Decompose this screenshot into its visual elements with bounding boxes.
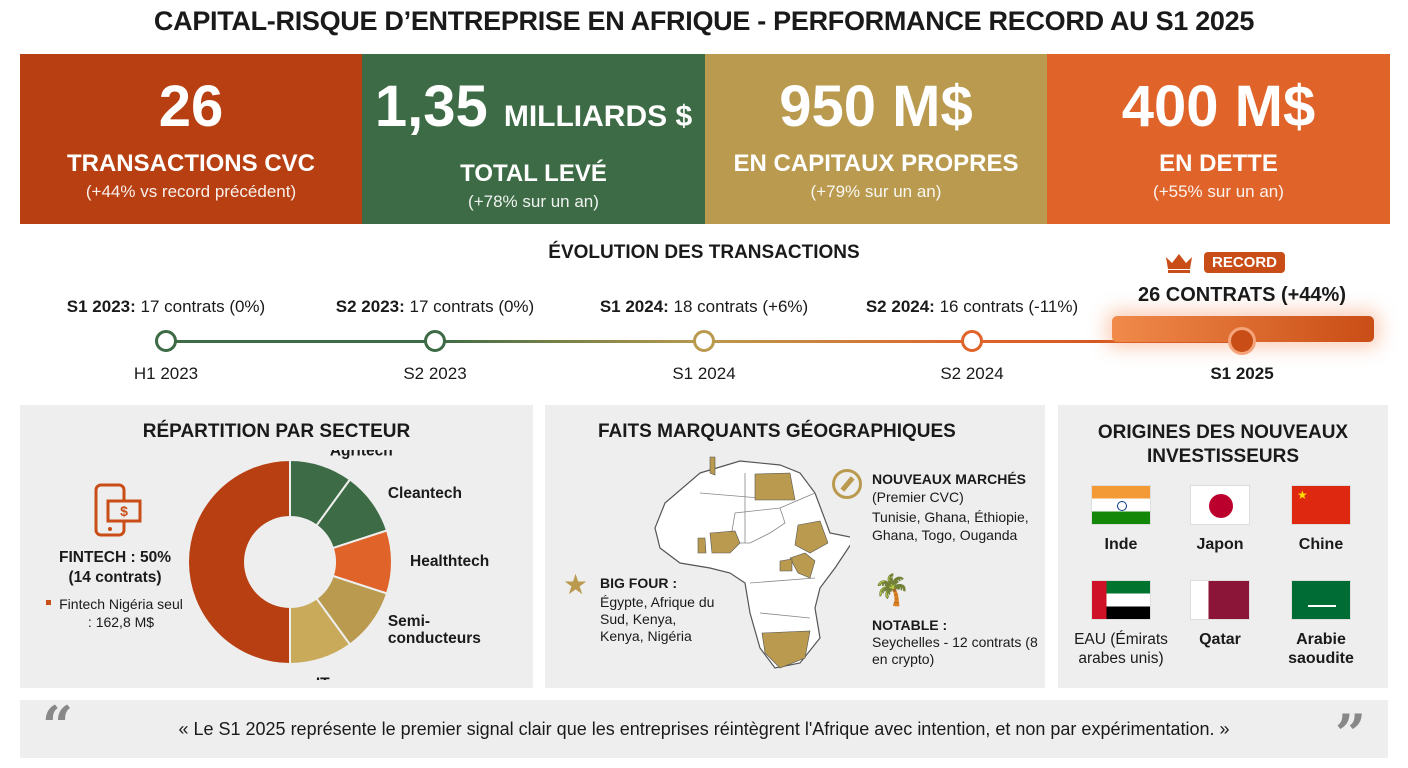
map-uganda	[779, 558, 793, 572]
kpi-total: 1,35 MILLIARDS $ TOTAL LEVÉ (+78% sur un…	[362, 54, 705, 224]
kpi-value: 26	[158, 74, 224, 139]
page-title: CAPITAL-RISQUE D’ENTREPRISE EN AFRIQUE -…	[153, 6, 1255, 36]
donut-slice-it	[289, 597, 352, 666]
mobile-money-icon: $	[94, 483, 144, 544]
donut-label: Semi-conducteurs	[388, 613, 481, 647]
country-name: EAU (Émirats arabes unis)	[1074, 631, 1168, 667]
crown-icon	[1163, 251, 1195, 275]
kpi-value: 1,35 MILLIARDS $	[362, 76, 705, 148]
investors-title: ORIGINES DES NOUVEAUX INVESTISSEURS	[1097, 422, 1349, 467]
country-name: Arabie saoudite	[1288, 631, 1354, 667]
country-name: Japon	[1196, 536, 1244, 553]
timeline-period: S1 2024	[672, 364, 736, 383]
map-egypt	[754, 472, 796, 501]
donut-label: Healthtech	[410, 553, 489, 570]
kpi-label: TRANSACTIONS CVC	[66, 150, 315, 177]
kpi-sub: (+55% sur un an)	[1153, 182, 1284, 201]
record-badge: RECORD	[1204, 252, 1286, 273]
sector-panel: RÉPARTITION PAR SECTEUR $ FINTECH : 50%(…	[20, 405, 533, 688]
map-tunisia	[709, 456, 716, 476]
timeline-dot	[961, 330, 983, 352]
timeline-period: S1 2025	[1210, 364, 1274, 383]
notable: NOTABLE : Seychelles - 12 contrats (8 en …	[872, 617, 1038, 667]
kpi-sub: (+79% sur un an)	[810, 182, 942, 201]
map-south-africa	[761, 630, 811, 669]
timeline-dot-record	[1228, 327, 1256, 355]
geo-panel: FAITS MARQUANTS GÉOGRAPHIQUES NOUVEAUX M…	[545, 405, 1045, 688]
timeline-label: S1 2023: 17 contrats (0%)	[66, 297, 266, 316]
big-four: BIG FOUR : Égypte, Afrique du Sud, Kenya,…	[600, 575, 715, 644]
flag-uae-icon	[1091, 580, 1151, 620]
country-name: Inde	[1104, 536, 1138, 553]
investors-panel: ORIGINES DES NOUVEAUX INVESTISSEURS ★ In…	[1058, 405, 1388, 688]
kpi-value: 400 M$	[1121, 74, 1316, 139]
palm-tree-icon: 🌴	[873, 574, 911, 607]
flag-japan-icon	[1190, 485, 1250, 525]
donut-label: Cleantech	[388, 485, 462, 502]
kpi-label: EN CAPITAUX PROPRES	[733, 150, 1019, 177]
quote-banner: “ « Le S1 2025 représente le premier sig…	[20, 694, 1388, 766]
kpi-transactions: 26 TRANSACTIONS CVC (+44% vs record préc…	[20, 54, 362, 224]
kpi-value: 950 M$	[779, 74, 973, 139]
kpi-label: EN DETTE	[1159, 150, 1278, 177]
timeline-period: S2 2024	[940, 364, 1004, 383]
fintech-note: Fintech Nigéria seul : 162,8 M$	[44, 595, 184, 631]
timeline-period: S2 2023	[403, 364, 467, 383]
close-quote-icon: ”	[1334, 702, 1366, 766]
kpi-label: TOTAL LEVÉ	[460, 160, 607, 187]
africa-map	[654, 456, 850, 669]
new-markets: NOUVEAUX MARCHÉS (Premier CVC) Tunisie, Gh…	[872, 471, 1029, 543]
africa-outline	[654, 460, 850, 669]
timeline-label: S2 2023: 17 contrats (0%)	[335, 297, 535, 316]
timeline-label: S1 2024: 18 contrats (+6%)	[599, 297, 809, 316]
map-ethiopia	[794, 520, 829, 554]
star-icon: ★	[563, 569, 589, 600]
flag-india-icon	[1091, 485, 1151, 525]
kpi-sub: (+78% sur un an)	[468, 192, 599, 211]
timeline-dot	[693, 330, 715, 352]
donut-slice-fintech	[187, 458, 291, 666]
timeline-dot	[155, 330, 177, 352]
fintech-summary: FINTECH : 50% (14 contrats)	[59, 549, 171, 586]
kpi-number: 1,35	[374, 74, 504, 139]
timeline-label-record: 26 CONTRATS (+44%)	[1137, 284, 1346, 306]
timeline-title: ÉVOLUTION DES TRANSACTIONS	[548, 242, 860, 263]
timeline-period: H1 2023	[133, 364, 199, 383]
flag-china-icon: ★	[1291, 485, 1351, 525]
country-name: Qatar	[1199, 631, 1241, 648]
sector-title: RÉPARTITION PAR SECTEUR	[142, 421, 411, 442]
map-ghana	[697, 537, 707, 554]
timeline-dot	[424, 330, 446, 352]
kpi-unit: MILLIARDS $	[503, 100, 693, 133]
quote-text: « Le S1 2025 représente le premier signa…	[178, 718, 1230, 739]
kpi-sub: (+44% vs record précédent)	[85, 182, 297, 201]
sector-donut-chart: Agritech Cleantech Healthtech Semi-conducte…	[187, 450, 489, 680]
open-quote-icon: “	[42, 694, 74, 758]
kpi-debt: 400 M$ EN DETTE (+55% sur un an)	[1047, 54, 1390, 224]
donut-label: IT	[316, 675, 330, 680]
map-nigeria	[709, 530, 741, 554]
timeline-label: S2 2024: 16 contrats (-11%)	[865, 297, 1079, 316]
svg-text:$: $	[120, 503, 128, 519]
donut-label: Agritech	[330, 450, 393, 460]
compass-icon	[832, 469, 862, 499]
kpi-equity: 950 M$ EN CAPITAUX PROPRES (+79% sur un …	[705, 54, 1047, 224]
country-name: Chine	[1298, 536, 1344, 553]
geo-title: FAITS MARQUANTS GÉOGRAPHIQUES	[598, 421, 956, 442]
flag-qatar-icon	[1190, 580, 1250, 620]
map-kenya	[789, 552, 816, 579]
flag-saudi-icon	[1291, 580, 1351, 620]
